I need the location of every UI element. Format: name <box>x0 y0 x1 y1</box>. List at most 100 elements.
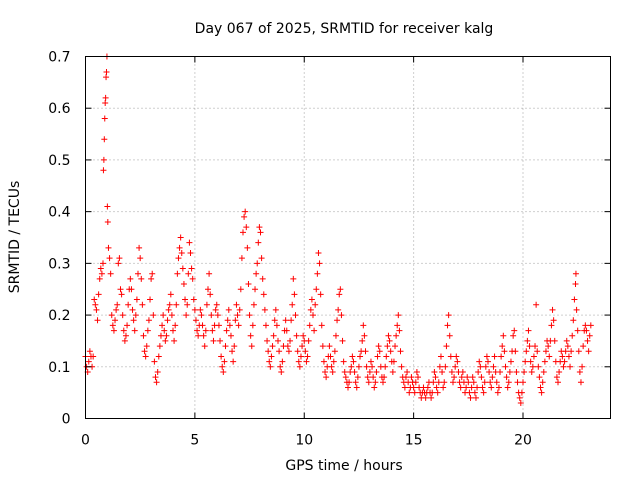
data-point <box>435 379 442 386</box>
data-point <box>392 343 399 350</box>
data-point <box>232 317 239 324</box>
data-point <box>192 317 199 324</box>
data-point <box>170 327 176 334</box>
data-point <box>283 327 290 334</box>
data-point <box>523 348 530 355</box>
data-point <box>546 353 553 360</box>
data-point <box>413 368 420 375</box>
data-point <box>348 363 355 370</box>
data-point <box>141 348 148 355</box>
data-point <box>265 348 272 355</box>
data-point <box>374 353 381 360</box>
data-point <box>387 348 394 355</box>
data-point <box>434 389 441 396</box>
data-point <box>218 353 225 360</box>
data-point <box>95 291 102 298</box>
data-point <box>184 301 191 308</box>
chart-title: Day 067 of 2025, SRMTID for receiver kal… <box>195 21 494 37</box>
data-point <box>156 343 163 350</box>
data-point <box>573 306 580 313</box>
data-point <box>550 317 557 324</box>
data-point <box>105 244 112 251</box>
data-point <box>579 363 586 370</box>
data-point <box>452 363 459 370</box>
data-point <box>499 343 506 350</box>
data-point <box>346 379 353 386</box>
data-point <box>487 379 494 386</box>
data-point <box>191 306 198 313</box>
data-points <box>82 53 594 406</box>
data-point <box>197 306 204 313</box>
data-point <box>532 343 539 350</box>
data-point <box>314 270 321 277</box>
data-point <box>511 327 518 334</box>
data-point <box>129 306 136 313</box>
data-point <box>394 322 401 329</box>
data-point <box>386 337 393 344</box>
y-tick-label: 0.7 <box>48 50 70 66</box>
data-point <box>247 332 254 339</box>
data-point <box>489 374 496 381</box>
data-point <box>561 358 568 365</box>
data-point <box>439 368 446 375</box>
data-point <box>139 301 146 308</box>
data-point <box>541 358 548 365</box>
data-point <box>337 286 344 293</box>
data-point <box>322 368 329 375</box>
data-point <box>540 368 547 375</box>
data-point <box>114 301 121 308</box>
data-point <box>537 384 544 391</box>
data-point <box>367 358 374 365</box>
data-point <box>482 363 489 370</box>
data-point <box>385 332 392 339</box>
data-point <box>107 270 114 277</box>
data-point <box>186 239 193 246</box>
data-point <box>517 399 524 406</box>
data-point <box>278 368 285 375</box>
data-point <box>244 244 251 251</box>
data-point <box>529 363 536 370</box>
data-point <box>402 374 409 381</box>
data-point <box>429 389 436 396</box>
data-point <box>262 322 269 329</box>
data-point <box>548 322 555 329</box>
data-point <box>542 348 549 355</box>
data-point <box>370 374 377 381</box>
data-point <box>500 332 507 339</box>
data-point <box>182 296 189 303</box>
y-tick-label: 0 <box>62 412 71 428</box>
data-point <box>135 270 141 277</box>
data-point <box>200 332 207 339</box>
data-point <box>428 394 435 401</box>
data-point <box>556 368 563 375</box>
data-point <box>393 332 400 339</box>
data-point <box>342 374 349 381</box>
data-point <box>549 306 556 313</box>
data-point <box>248 343 255 350</box>
data-point <box>272 306 279 313</box>
data-point <box>199 322 206 329</box>
data-point <box>222 343 229 350</box>
data-point <box>587 322 594 329</box>
data-point <box>451 374 458 381</box>
data-point <box>440 384 447 391</box>
data-point <box>582 322 589 329</box>
data-point <box>108 312 115 319</box>
data-point <box>360 322 367 329</box>
x-axis: 0 5 10 15 20 <box>81 56 532 449</box>
data-point <box>410 384 417 391</box>
data-point <box>469 374 476 381</box>
x-tick-label: 0 <box>81 433 90 449</box>
data-point <box>572 270 579 277</box>
data-point <box>345 384 351 391</box>
data-point <box>390 358 397 365</box>
data-point <box>213 301 220 308</box>
data-point <box>276 348 283 355</box>
data-point <box>258 255 265 262</box>
data-point <box>165 306 172 313</box>
data-point <box>569 332 576 339</box>
data-point <box>178 250 185 257</box>
data-point <box>203 301 210 308</box>
data-point <box>293 332 300 339</box>
